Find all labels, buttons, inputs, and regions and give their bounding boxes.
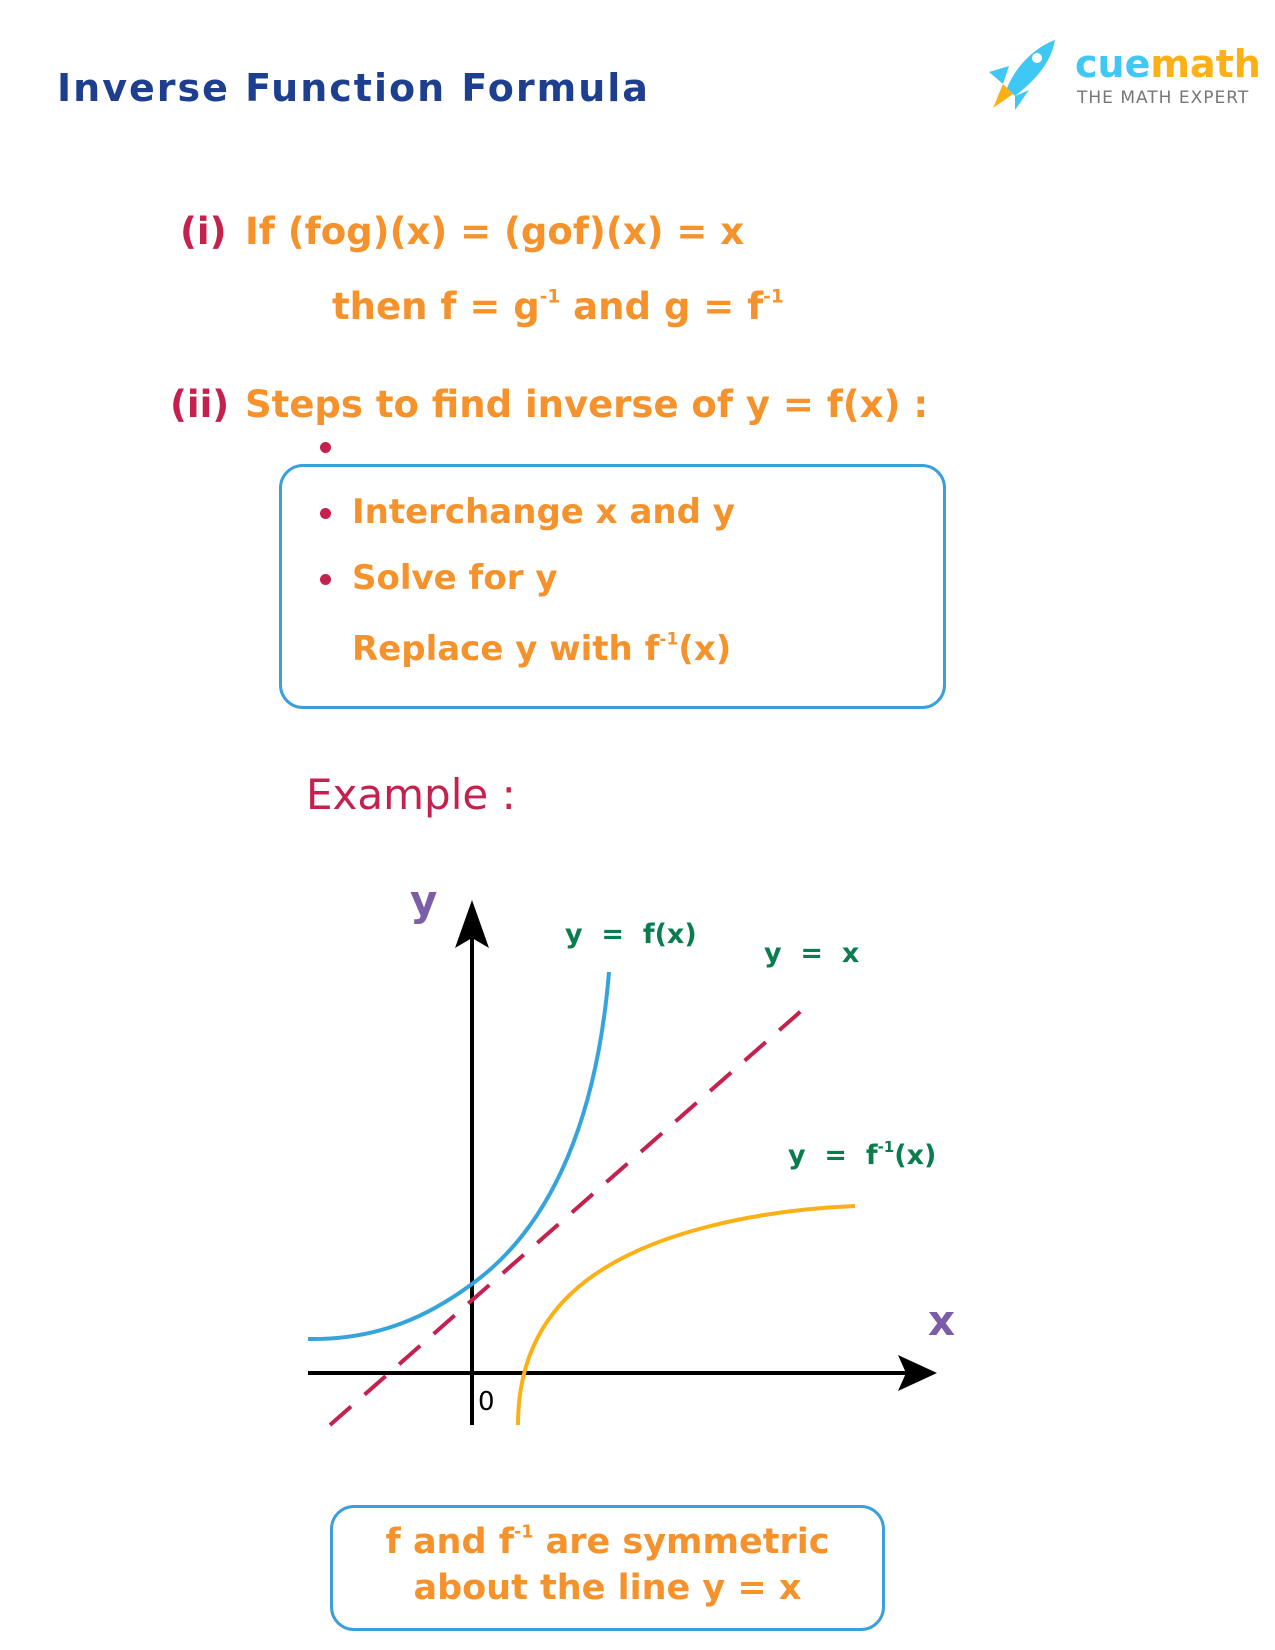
y-axis-label: y [410,876,437,925]
x-axis-label: x [928,1296,955,1345]
step-3: Replace y with f-1(x) [352,629,732,669]
formula-i-line1: If (fog)(x) = (gof)(x) = x [245,210,745,253]
conclusion-line2: about the line y = x [413,1568,802,1608]
step-2: Solve for y [352,558,558,598]
bullet [320,574,331,585]
curve-f-label: y = f(x) [565,919,697,950]
conclusion-line1: f and f-1 are symmetric [385,1522,830,1562]
curve-f [307,971,611,1342]
x-axis-arrow [898,1355,937,1391]
formula-i-label: (i) [180,210,227,253]
y-axis-arrow [455,900,489,948]
logo-brand-math: math [1150,42,1261,86]
example-label: Example : [306,770,516,819]
curve-f-inverse [516,1204,856,1426]
step-1: Interchange x and y [352,492,735,532]
stray-bullet [320,442,331,453]
rocket-icon [989,40,1055,110]
bullet [320,508,331,519]
curve-f-inverse-label: y = f-1(x) [788,1138,936,1171]
identity-line-label: y = x [764,938,859,969]
origin-label: 0 [478,1387,495,1417]
conclusion-box [330,1505,885,1631]
page-title: Inverse Function Formula [57,66,650,110]
logo-tagline: THE MATH EXPERT [1077,88,1250,108]
formula-ii-label: (ii) [170,383,230,426]
identity-line [328,1003,810,1427]
logo-brand-cue: cue [1075,42,1151,86]
formula-ii-text: Steps to find inverse of y = f(x) : [245,383,929,426]
steps-box [279,464,946,709]
formula-i-line2: then f = g-1 and g = f-1 [332,285,784,328]
